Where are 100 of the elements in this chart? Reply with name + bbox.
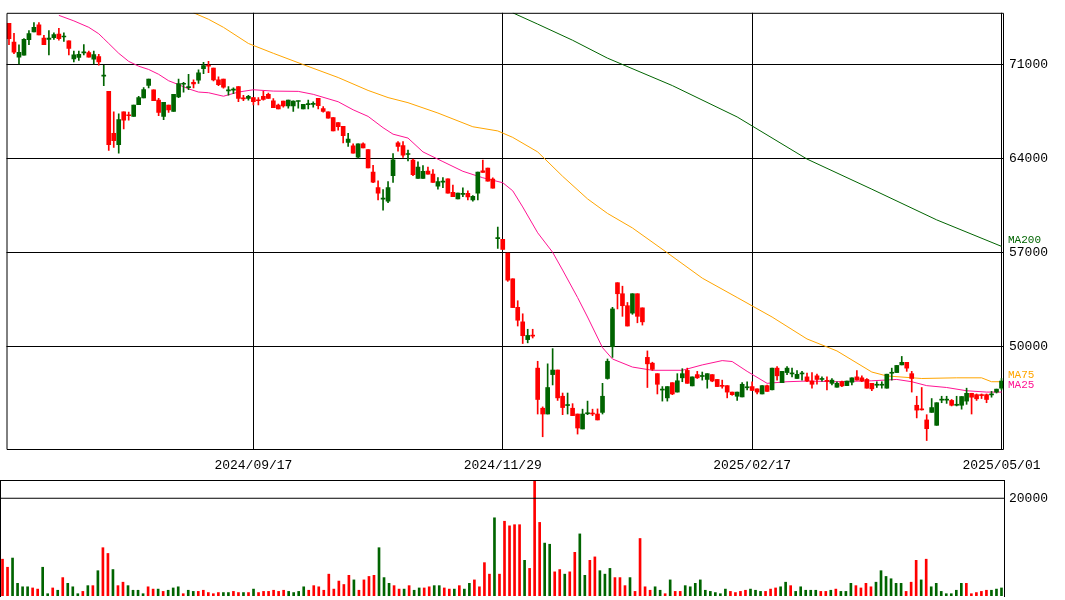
series-label: MA25 [1008,379,1035,392]
bar [176,586,180,596]
bar [222,592,225,596]
bar [819,591,823,596]
bar [447,588,451,596]
bar [76,593,80,596]
bar [724,588,727,596]
x-tick-label: 2024/11/29 [463,458,542,474]
bar [201,589,205,596]
bar [51,587,55,596]
candlestick [779,371,785,383]
bar [518,524,521,596]
candlestick [365,149,371,169]
bar [458,585,461,596]
bar [965,583,968,596]
x-tick-label: 2025/02/17 [713,458,792,474]
bar [804,589,808,596]
bar [227,592,230,596]
bar [21,586,24,596]
bar [508,525,511,596]
bar [769,588,772,596]
bar [754,589,757,596]
bar [814,589,818,596]
bar [422,587,426,596]
bar [924,558,928,596]
bar [11,557,14,596]
bar [714,592,717,596]
bar [824,591,828,596]
bar [493,517,496,596]
bar [282,589,285,596]
bar [975,592,978,596]
bar [317,586,321,596]
bar [919,579,923,596]
bar [944,593,948,596]
bar [553,571,557,596]
bar [693,583,697,596]
bar [217,592,220,596]
bar [949,593,953,596]
bar [242,592,245,596]
candlestick [455,192,461,200]
bar [779,586,782,596]
bar [744,589,747,596]
bar [483,562,486,596]
bar [739,591,742,596]
bar [307,589,311,596]
bar [759,591,762,596]
candlestick [759,385,765,395]
bar [186,589,190,596]
bar [61,577,65,596]
bar [287,591,290,596]
bar [698,579,702,596]
bar [322,589,326,596]
bar [573,551,577,596]
bar [191,591,195,596]
bar [463,588,466,596]
bar [970,593,973,596]
bar [960,583,963,596]
bar [980,591,983,596]
bar [683,585,687,596]
bar [292,592,295,596]
bar [66,583,70,596]
bar [538,522,541,596]
bar [1000,587,1003,596]
bar [437,585,441,596]
bar [809,589,813,596]
bar [297,591,301,596]
bar [302,586,306,596]
bar [267,591,270,596]
bar [533,481,536,596]
bar [166,589,170,596]
bar [729,591,732,596]
bar [568,571,572,596]
bar [478,586,481,596]
bar [578,533,582,596]
bar [498,573,501,596]
bar [427,586,431,596]
bar [558,569,562,596]
bar [181,593,185,596]
bar [688,586,692,596]
bar [36,588,39,596]
bar [252,588,255,596]
bar [764,591,767,596]
y-tick-label: 50000 [1009,339,1049,355]
bar [523,560,526,596]
y-tick-label: 64000 [1009,150,1049,166]
bar [232,591,235,596]
bar [468,583,471,596]
candlestick [500,239,506,250]
bar [678,591,682,596]
bar [473,579,476,596]
bar [417,587,421,596]
candlestick [689,376,695,387]
bar [749,588,752,596]
bar [939,591,943,596]
bar [257,592,260,596]
bar [829,589,833,596]
bar [196,591,200,596]
bar [985,589,988,596]
bar [503,520,506,596]
bar [799,586,803,596]
